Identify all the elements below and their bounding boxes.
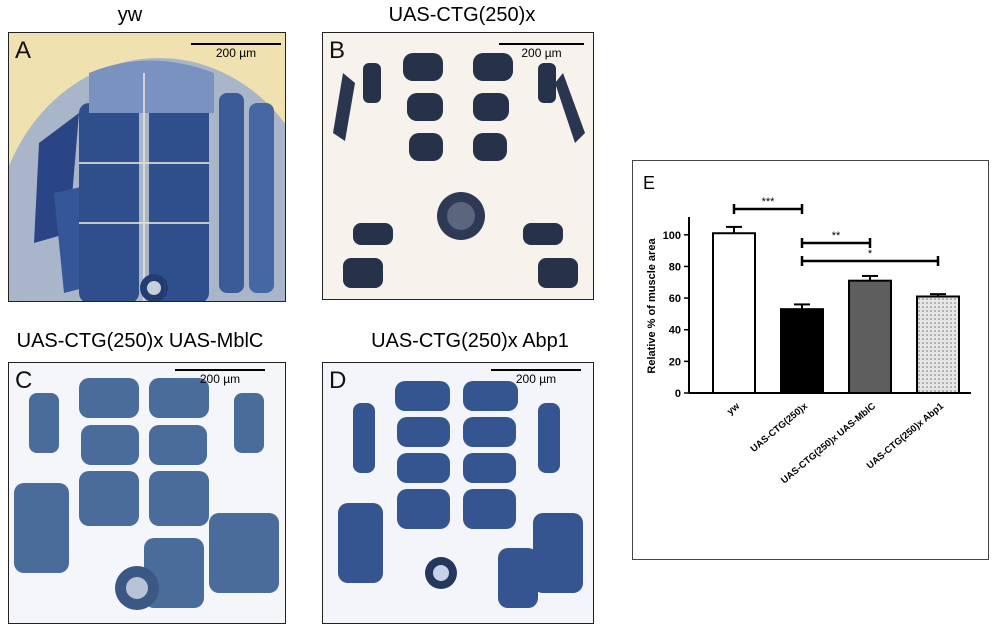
panel-d-letter: D bbox=[329, 367, 347, 394]
y-axis-label: Relative % of muscle area bbox=[646, 238, 658, 374]
micrograph-d-image bbox=[323, 363, 593, 623]
bar bbox=[848, 279, 892, 394]
scale-bar-c-label: 200 µm bbox=[199, 372, 241, 386]
panel-b-letter: B bbox=[329, 37, 346, 64]
x-category-label: yw bbox=[725, 400, 742, 417]
bar bbox=[916, 295, 960, 394]
bar-chart-svg: E 0 20 40 60 80 100 Relative % of muscle area y… bbox=[643, 173, 971, 486]
y-tick-label: 20 bbox=[669, 356, 681, 368]
significance-label: * bbox=[868, 248, 873, 260]
micrograph-c-image bbox=[9, 363, 285, 623]
scale-bar-d-label: 200 µm bbox=[515, 372, 557, 386]
micrograph-panel-d: D 200 µm bbox=[322, 362, 594, 624]
scale-bar-a-label: 200 µm bbox=[215, 46, 257, 60]
y-tick-label: 40 bbox=[669, 325, 681, 337]
panel-c-letter: C bbox=[15, 367, 33, 394]
significance-label: *** bbox=[762, 196, 776, 208]
micrograph-b-image bbox=[323, 33, 593, 299]
y-tick-label: 80 bbox=[669, 261, 681, 273]
y-tick-label: 0 bbox=[675, 388, 681, 400]
panel-b-title: UAS-CTG(250)x bbox=[388, 4, 536, 26]
scale-bar-d: 200 µm bbox=[491, 369, 581, 386]
scale-bar-c: 200 µm bbox=[175, 369, 265, 386]
panel-a-title: yw bbox=[117, 4, 143, 26]
scale-bar-b-label: 200 µm bbox=[521, 46, 562, 60]
scale-bar-b: 200 µm bbox=[499, 43, 584, 60]
y-tick-label: 100 bbox=[663, 230, 681, 242]
bar-chart-panel-e: E 0 20 40 60 80 100 Relative % of muscle area y… bbox=[632, 160, 989, 560]
micrograph-a-image bbox=[9, 33, 285, 301]
micrograph-panel-a: A 200 µm bbox=[8, 32, 286, 302]
x-category-label: UAS-CTG(250)x Abp1 bbox=[865, 400, 947, 471]
scale-bar-a: 200 µm bbox=[191, 43, 281, 60]
panel-d-title: UAS-CTG(250)x Abp1 bbox=[371, 330, 569, 352]
micrograph-panel-b: B 200 µm bbox=[322, 32, 594, 300]
panel-c-title: UAS-CTG(250)x UAS-MblC bbox=[16, 330, 264, 352]
chart-panel-letter: E bbox=[643, 173, 655, 193]
micrograph-panel-c: C 200 µm bbox=[8, 362, 286, 624]
bar bbox=[712, 232, 756, 395]
x-category-label: UAS-CTG(250)x bbox=[749, 400, 811, 454]
bar bbox=[780, 308, 824, 394]
y-tick-label: 60 bbox=[669, 293, 681, 305]
significance-label: ** bbox=[832, 230, 841, 242]
panel-a-letter: A bbox=[15, 37, 32, 64]
